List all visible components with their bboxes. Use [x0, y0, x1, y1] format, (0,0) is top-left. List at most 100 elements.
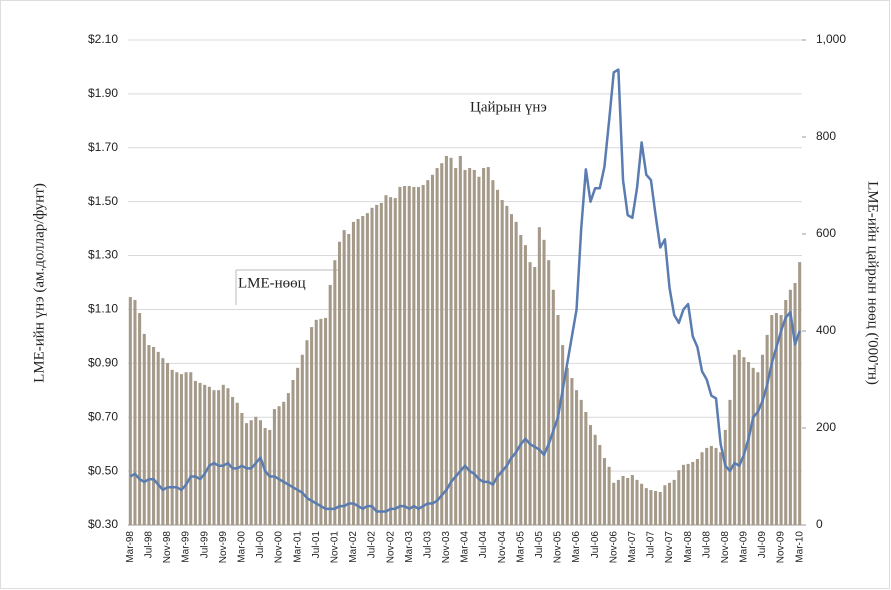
bar [747, 362, 751, 525]
x-tick-label: Mar-10 [794, 531, 805, 563]
bar [221, 384, 225, 525]
y2-axis-label: LME-ийн цайрын нөөц ('000'тн) [865, 181, 881, 385]
y2-tick-label: 400 [816, 323, 836, 337]
x-tick-label: Mar-09 [739, 531, 750, 563]
x-tick-label: Nov-04 [497, 531, 508, 564]
bar [393, 198, 397, 526]
x-tick-label: Nov-06 [608, 531, 619, 564]
bar [444, 155, 448, 526]
x-tick-label: Nov-07 [664, 531, 675, 564]
bar [198, 382, 202, 525]
x-tick-label: Jul-02 [367, 531, 378, 559]
x-tick-label: Nov-02 [385, 531, 396, 564]
bar [486, 167, 490, 525]
y-tick-label: $1.50 [88, 194, 118, 208]
bar [565, 367, 569, 525]
x-tick-label: Nov-09 [776, 531, 787, 564]
x-tick-label: Nov-08 [720, 531, 731, 564]
bar [519, 234, 523, 525]
bar [272, 409, 276, 525]
bar [570, 378, 574, 525]
bar [728, 399, 732, 525]
annotation: LME-нөөц [238, 275, 306, 291]
x-tick-label: Jul-03 [422, 531, 433, 559]
bar [407, 185, 411, 526]
bar [384, 195, 388, 525]
bar [491, 180, 495, 526]
bar [774, 313, 778, 525]
bar [175, 372, 179, 525]
bar [709, 445, 713, 525]
y2-tick-label: 800 [816, 129, 836, 143]
bar [514, 221, 518, 525]
y2-tick-label: 600 [816, 226, 836, 240]
x-tick-label: Jul-06 [590, 531, 601, 559]
x-tick-label: Jul-01 [311, 531, 322, 559]
bar [161, 358, 165, 525]
bar [324, 317, 328, 525]
y2-tick-label: 200 [816, 420, 836, 434]
y-tick-label: $0.70 [88, 409, 118, 423]
bar [207, 386, 211, 525]
bar [612, 482, 616, 525]
bar [472, 169, 476, 526]
bar [347, 234, 351, 525]
bar [644, 488, 648, 525]
bar [593, 434, 597, 525]
bar [598, 444, 602, 525]
bar [509, 214, 514, 526]
x-tick-label: Mar-99 [181, 531, 192, 563]
bar [686, 463, 690, 525]
x-tick-label: Nov-99 [218, 531, 229, 564]
bar [435, 168, 439, 526]
bar [635, 479, 639, 525]
bar [607, 466, 611, 525]
bar [691, 461, 695, 525]
bar [542, 239, 546, 525]
bar [310, 327, 314, 525]
bar [649, 490, 653, 525]
bar [291, 379, 295, 525]
bar [454, 168, 458, 526]
bar [356, 218, 360, 525]
bar [695, 459, 699, 525]
bar [463, 169, 467, 526]
bar [398, 186, 402, 525]
bar [482, 168, 486, 526]
bar [128, 297, 132, 525]
bar [505, 205, 509, 525]
bar [426, 180, 430, 526]
bar [165, 363, 170, 525]
bar [365, 213, 369, 525]
bar [672, 479, 676, 525]
bar [351, 221, 355, 525]
bar [677, 470, 681, 525]
bar [705, 447, 709, 525]
bar [496, 189, 500, 526]
bar [319, 318, 323, 525]
bar [584, 411, 588, 525]
y2-tick-label: 1,000 [816, 32, 846, 46]
bar [231, 396, 235, 525]
bar [681, 464, 686, 525]
bar [277, 406, 281, 525]
bar [389, 197, 393, 525]
y-tick-label: $1.30 [88, 248, 118, 262]
line [129, 68, 801, 513]
bar [737, 349, 741, 525]
bar [189, 372, 193, 525]
y-tick-label: $1.70 [88, 140, 118, 154]
bar [714, 447, 718, 525]
bar [337, 241, 342, 525]
bar [770, 314, 774, 525]
bar [379, 202, 383, 525]
bar [142, 333, 146, 525]
bar [258, 420, 263, 525]
bar [244, 423, 249, 525]
bar [561, 345, 565, 525]
bar [579, 399, 583, 525]
bar [184, 372, 188, 525]
bar [449, 157, 453, 526]
bar [217, 390, 221, 525]
bar [333, 260, 337, 525]
